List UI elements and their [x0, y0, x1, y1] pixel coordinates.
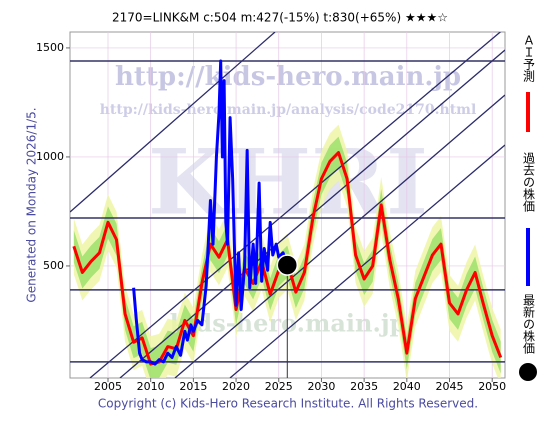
x-tick-label: 2035 [350, 380, 378, 393]
y-tick-label: 500 [43, 259, 64, 272]
watermark: http://kids-hero.main.jp [115, 62, 461, 92]
x-tick-label: 2050 [478, 380, 506, 393]
legend-label: 過去の株価 [522, 152, 536, 212]
copyright: Copyright (c) Kids-Hero Research Institu… [98, 397, 478, 411]
chart-title: 2170=LINK&M c:504 m:427(-15%) t:830(+65%… [112, 11, 448, 25]
trend-line [229, 144, 505, 378]
x-tick-label: 2040 [393, 380, 421, 393]
series-line [132, 59, 289, 366]
legend-label: 最新の株価 [522, 294, 536, 354]
watermark: kids-hero.main.jp [170, 309, 407, 338]
x-tick-label: 2005 [94, 380, 122, 393]
watermark: http://kids-hero.main.jp/analysis/code21… [100, 102, 477, 118]
trend-line [174, 94, 505, 378]
side-note: Generated on Monday 2026/1/5. [25, 107, 39, 302]
x-tick-label: 2030 [307, 380, 335, 393]
y-tick-label: 1000 [36, 150, 64, 163]
x-tick-label: 2025 [265, 380, 293, 393]
x-tick-label: 2020 [222, 380, 250, 393]
y-tick-label: 1500 [36, 41, 64, 54]
legend: ＡＩ予測 過去の株価 最新の株価 [519, 34, 537, 381]
x-tick-label: 2015 [179, 380, 207, 393]
trend-line [70, 32, 276, 213]
latest-point [276, 254, 299, 276]
x-tick-label: 2010 [137, 380, 165, 393]
x-tick-label: 2045 [436, 380, 464, 393]
trend-line [89, 32, 502, 378]
legend-label: ＡＩ予測 [522, 34, 536, 83]
legend-swatch [519, 363, 537, 381]
plot: http://kids-hero.main.jp http://kids-hero… [70, 32, 505, 378]
